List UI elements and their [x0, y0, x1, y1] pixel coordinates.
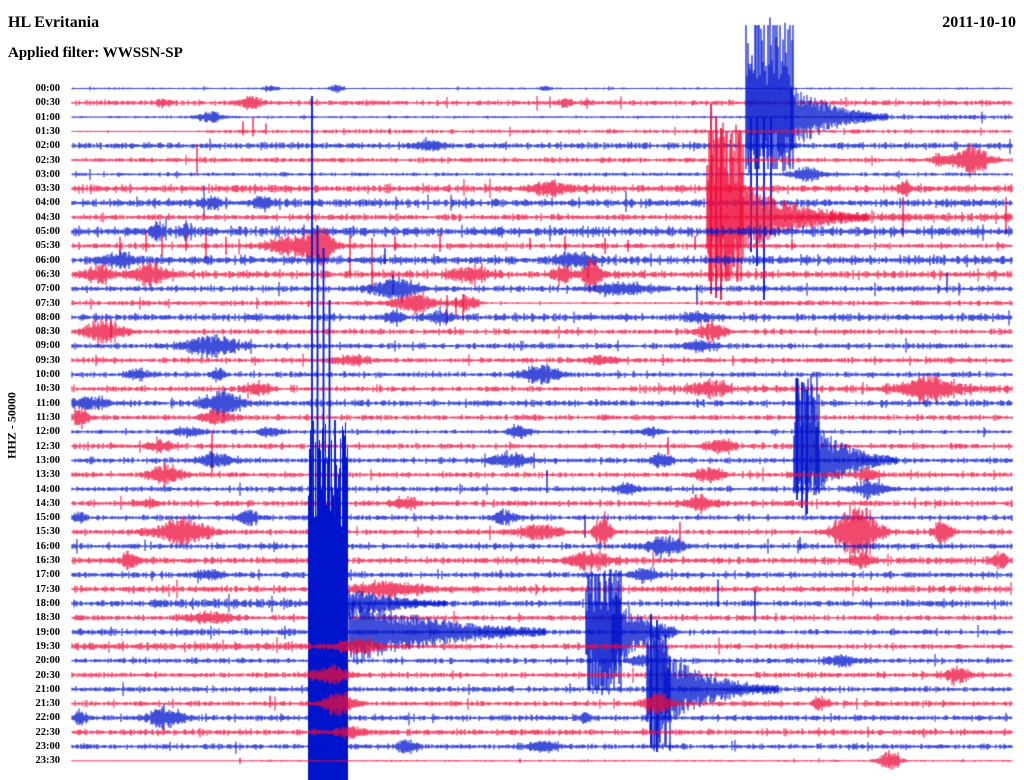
row-time-label: 18:30 — [35, 612, 61, 624]
row-time-label: 04:30 — [35, 211, 61, 223]
row-time-label: 13:00 — [35, 454, 61, 466]
row-time-label: 17:00 — [35, 569, 61, 581]
row-time-label: 07:00 — [35, 283, 61, 295]
row-time-label: 10:30 — [35, 383, 61, 395]
row-time-label: 19:00 — [35, 626, 61, 638]
row-time-label: 02:30 — [35, 154, 61, 166]
row-time-label: 20:30 — [35, 669, 61, 681]
row-time-label: 10:00 — [35, 369, 61, 381]
row-time-label: 21:30 — [35, 698, 61, 710]
row-time-label: 01:30 — [35, 125, 61, 137]
row-time-label: 21:00 — [35, 683, 61, 695]
row-time-label: 19:30 — [35, 640, 61, 652]
row-time-label: 14:30 — [35, 497, 61, 509]
row-time-label: 22:30 — [35, 726, 61, 738]
row-time-label: 08:00 — [35, 311, 61, 323]
row-time-label: 12:30 — [35, 440, 61, 452]
row-time-label: 01:00 — [35, 111, 61, 123]
row-time-label: 16:00 — [35, 540, 61, 552]
row-time-label: 05:30 — [35, 240, 61, 252]
row-time-label: 23:30 — [35, 755, 61, 767]
row-time-label: 06:30 — [35, 268, 61, 280]
row-time-label: 14:00 — [35, 483, 61, 495]
row-time-label: 09:30 — [35, 354, 61, 366]
row-time-label: 03:00 — [35, 168, 61, 180]
row-time-label: 18:00 — [35, 597, 61, 609]
row-time-label: 22:00 — [35, 712, 61, 724]
row-time-label: 17:30 — [35, 583, 61, 595]
row-time-label: 08:30 — [35, 326, 61, 338]
row-time-label: 20:00 — [35, 655, 61, 667]
row-time-label: 15:30 — [35, 526, 61, 538]
row-time-label: 03:30 — [35, 183, 61, 195]
row-time-label: 04:00 — [35, 197, 61, 209]
row-time-label: 06:00 — [35, 254, 61, 266]
row-time-label: 07:30 — [35, 297, 61, 309]
row-time-label: 09:00 — [35, 340, 61, 352]
row-time-label: 00:00 — [35, 83, 61, 94]
row-time-label: 02:00 — [35, 140, 61, 152]
row-time-label: 16:30 — [35, 555, 61, 567]
row-time-label: 05:00 — [35, 226, 61, 238]
row-time-label: 11:00 — [36, 397, 60, 409]
row-time-label: 23:00 — [35, 741, 61, 753]
row-time-label: 12:00 — [35, 426, 61, 438]
row-time-label: 11:30 — [36, 412, 60, 423]
row-time-label: 13:30 — [35, 469, 61, 481]
row-time-label: 00:30 — [35, 97, 61, 109]
row-time-label: 15:00 — [35, 512, 61, 524]
